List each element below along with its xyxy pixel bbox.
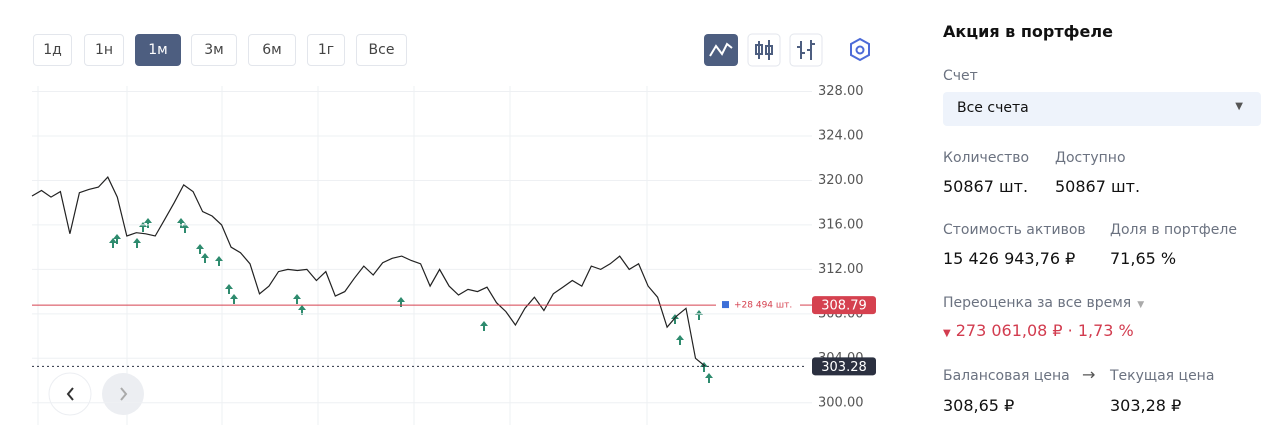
y-tick-label: 320.00 xyxy=(818,173,864,188)
arrow-icon: → xyxy=(1082,365,1096,384)
y-tick-label: 316.00 xyxy=(818,217,864,232)
price-badge xyxy=(812,296,876,315)
line-mode-button[interactable] xyxy=(704,34,738,66)
balance-value: 308,65 ₽ xyxy=(943,396,1015,415)
period-button[interactable]: 6м xyxy=(248,34,296,66)
period-button[interactable]: 1н xyxy=(84,34,124,66)
y-tick-label: 324.00 xyxy=(818,129,864,144)
field-label: Доля в портфеле xyxy=(1110,222,1237,238)
scroll-right-icon xyxy=(120,387,128,401)
price-line xyxy=(31,176,706,367)
price-badge xyxy=(812,357,876,376)
down-icon: ▼ xyxy=(943,328,951,339)
period-button[interactable]: Все xyxy=(356,34,407,66)
period-button[interactable]: 1д xyxy=(33,34,72,66)
scroll-left-icon xyxy=(66,387,74,401)
candle-icon xyxy=(755,40,773,60)
period-button[interactable]: 3м xyxy=(191,34,237,66)
account-value: Все счета xyxy=(957,100,1029,116)
price-badge-label: 303.28 xyxy=(821,360,867,375)
panel-title: Акция в портфеле xyxy=(943,22,1113,41)
candle-mode-button[interactable] xyxy=(747,33,781,67)
period-button[interactable]: 1м xyxy=(135,34,181,66)
field-value: 71,65 % xyxy=(1110,249,1177,268)
balance-label: Балансовая цена xyxy=(943,368,1070,384)
settings-icon xyxy=(850,37,870,62)
line-icon xyxy=(709,42,733,57)
lot-icon xyxy=(722,301,729,309)
scroll-left-button[interactable] xyxy=(48,372,92,416)
field-label: Стоимость активов xyxy=(943,222,1086,238)
caret: ▼ xyxy=(1137,300,1145,310)
period-button[interactable]: 1г xyxy=(307,34,345,66)
y-tick-label: 312.00 xyxy=(818,262,864,277)
dropdown-caret: ▼ xyxy=(1235,101,1243,112)
field-label: Количество xyxy=(943,150,1030,166)
revaluation-label[interactable]: Переоценка за все время ▼ xyxy=(943,295,1144,311)
revaluation-label-text: Переоценка за все время xyxy=(943,295,1132,311)
field-value: 50867 шт. xyxy=(1055,177,1141,196)
y-tick-label: 300.00 xyxy=(818,395,864,410)
account-label: Счет xyxy=(943,68,978,84)
field-value: 15 426 943,76 ₽ xyxy=(943,249,1076,268)
scroll-right-button[interactable] xyxy=(102,373,144,415)
chart: 300.00304.00308.00312.00316.00320.00324.… xyxy=(31,33,877,425)
price-badge-label: 308.79 xyxy=(821,299,867,314)
field-label: Доступно xyxy=(1055,150,1126,166)
current-label: Текущая цена xyxy=(1110,368,1215,384)
account-select[interactable]: Все счета ▼ xyxy=(943,92,1261,126)
current-value: 303,28 ₽ xyxy=(1110,396,1182,415)
reference-annotation: +28 494 шт. xyxy=(734,301,792,311)
revaluation: ▼ 273 061,08 ₽ · 1,73 % xyxy=(943,321,1134,340)
settings-button[interactable] xyxy=(843,34,877,66)
bar-icon xyxy=(797,40,815,60)
field-value: 50867 шт. xyxy=(943,177,1029,196)
revaluation-value: 273 061,08 ₽ · 1,73 % xyxy=(955,321,1134,340)
y-tick-label: 328.00 xyxy=(818,84,864,99)
vertical-grid xyxy=(37,86,648,425)
bar-mode-button[interactable] xyxy=(789,33,823,67)
settings-icon-dot xyxy=(855,45,865,55)
